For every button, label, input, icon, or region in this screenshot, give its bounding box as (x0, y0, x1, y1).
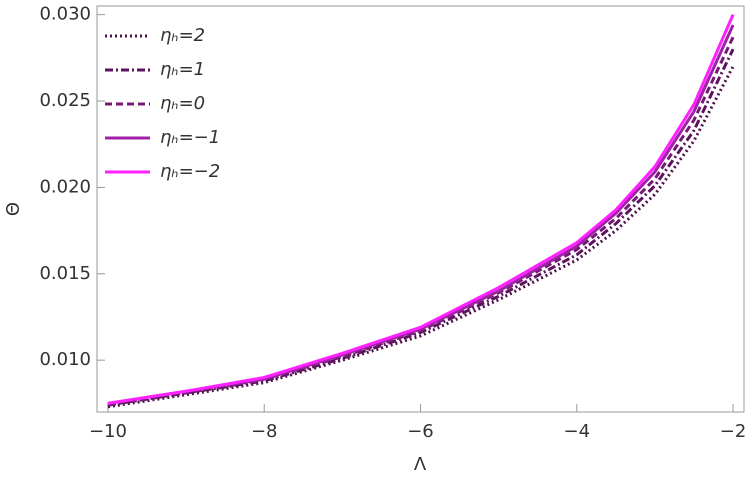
series-line (107, 24, 735, 405)
y-tick-label: 0.010 (39, 349, 91, 370)
series-line (107, 36, 735, 407)
y-tick-label: 0.020 (39, 176, 91, 197)
x-tick-label: −6 (407, 421, 434, 442)
y-axis-label: Θ (3, 202, 24, 216)
x-tick-label: −8 (251, 421, 278, 442)
y-tick-label: 0.015 (39, 263, 91, 284)
series-line (107, 14, 735, 405)
series-line (107, 65, 735, 409)
legend-label: ηₕ=−1 (160, 127, 220, 148)
x-axis-label: Λ (414, 454, 427, 475)
series-line (107, 48, 735, 407)
x-tick-label: −4 (564, 421, 591, 442)
x-tick-label: −2 (720, 421, 747, 442)
legend-label: ηₕ=−2 (160, 161, 220, 182)
legend-label: ηₕ=1 (160, 59, 205, 80)
y-tick-label: 0.025 (39, 90, 91, 111)
legend-label: ηₕ=0 (160, 93, 205, 114)
x-tick-label: −10 (89, 421, 127, 442)
y-tick-label: 0.030 (39, 4, 91, 25)
legend-label: ηₕ=2 (160, 25, 205, 46)
